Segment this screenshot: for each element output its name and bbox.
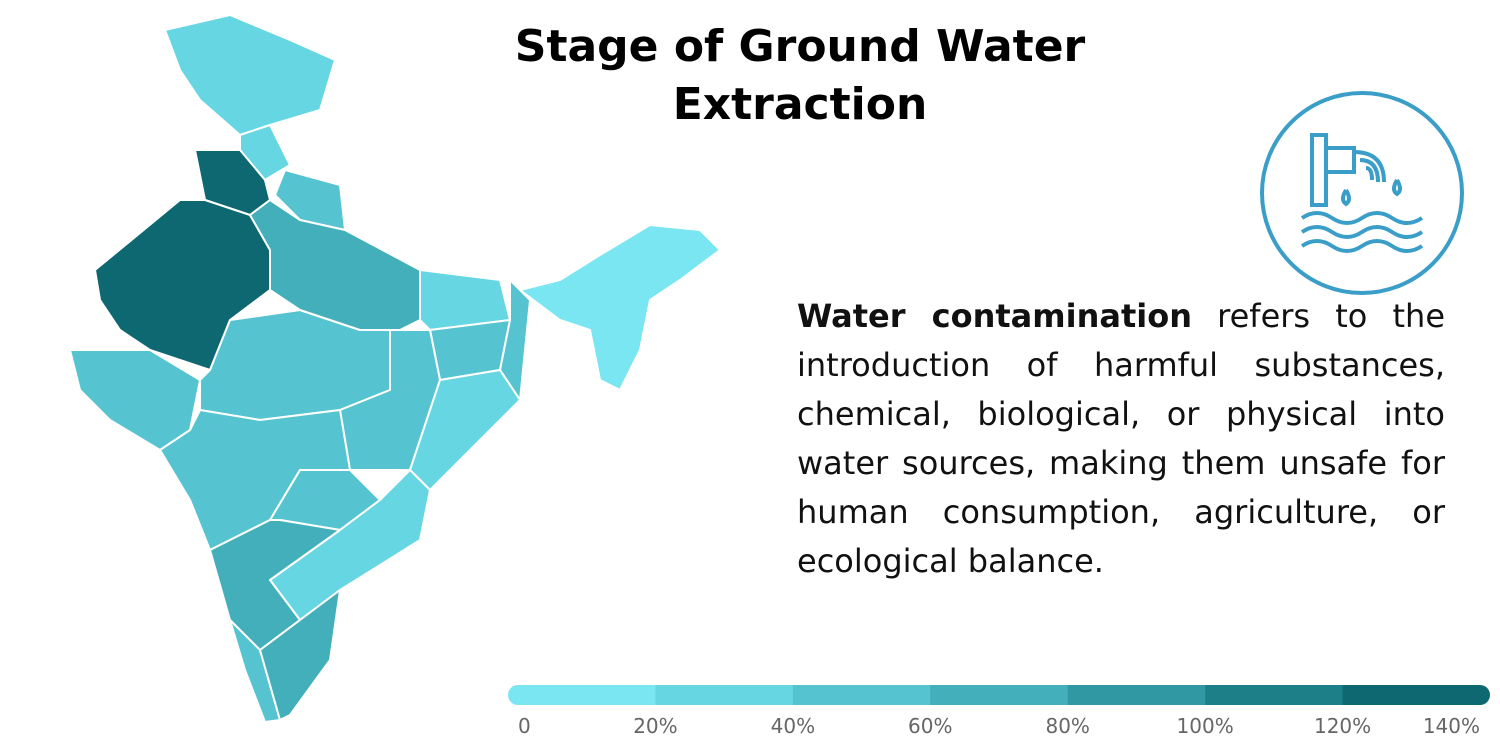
state xyxy=(239,124,291,181)
legend-tick-label: 60% xyxy=(908,714,952,738)
legend-tick-label: 20% xyxy=(633,714,677,738)
legend-segment xyxy=(1205,685,1344,705)
legend-tick-label: 40% xyxy=(771,714,815,738)
title: Stage of Ground Water Extraction xyxy=(514,21,1086,130)
legend-tick-label: 100% xyxy=(1177,714,1234,738)
legend-tick-label: 0 xyxy=(518,714,531,738)
legend-segment xyxy=(655,685,794,705)
legend-segment xyxy=(1342,685,1481,705)
state xyxy=(69,349,201,451)
india-map xyxy=(69,14,721,723)
legend-tick-label: 140% xyxy=(1423,714,1480,738)
icon xyxy=(1260,91,1464,295)
state xyxy=(249,199,421,331)
legend-tick-label: 120% xyxy=(1314,714,1371,738)
legend-segment xyxy=(1067,685,1206,705)
bold-term: Water contamination xyxy=(797,297,1192,335)
legend-segment xyxy=(930,685,1069,705)
paragraph: Water contamination refers to the introd… xyxy=(797,292,1445,586)
legend-tick-label: 80% xyxy=(1045,714,1089,738)
state xyxy=(259,589,341,721)
state xyxy=(164,14,336,136)
description: refers to the introduction of harmful su… xyxy=(797,297,1446,580)
legend-cap xyxy=(1470,685,1490,705)
legend-segment xyxy=(518,685,656,705)
state xyxy=(229,619,281,723)
legend-cap xyxy=(508,685,528,705)
state xyxy=(339,329,441,471)
legend-segment xyxy=(792,685,931,705)
state xyxy=(519,224,721,391)
